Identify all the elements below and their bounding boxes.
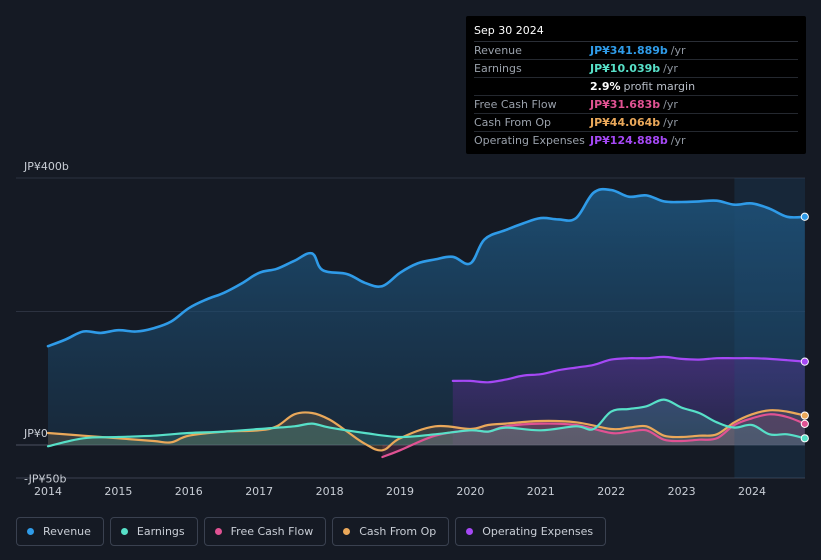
free-cash-flow-area	[382, 414, 805, 457]
tooltip-label	[474, 78, 590, 95]
tooltip-value: JP¥341.889b	[590, 44, 668, 57]
operating-expenses-end-dot	[800, 357, 809, 366]
forecast-shading	[734, 178, 805, 478]
tooltip-label: Revenue	[474, 44, 522, 57]
legend-label: Earnings	[136, 525, 185, 538]
x-tick-label: 2014	[34, 485, 62, 498]
tooltip-label: Free Cash Flow	[474, 98, 557, 111]
tooltip-label: Cash From Op	[474, 116, 552, 129]
tooltip-row: Cash From Op JP¥44.064b/yr	[474, 114, 798, 132]
tooltip-unit: profit margin	[623, 80, 696, 93]
legend-dot-icon	[120, 528, 128, 535]
tooltip-value: JP¥31.683b	[590, 98, 661, 111]
tooltip-unit: /yr	[663, 98, 678, 111]
tooltip-row: Earnings JP¥10.039b/yr	[474, 60, 798, 78]
x-tick-label: 2020	[456, 485, 484, 498]
y-tick-label: -JP¥50b	[24, 472, 66, 485]
x-tick-label: 2018	[316, 485, 344, 498]
tooltip-row: 2.9% profit margin	[474, 78, 798, 96]
series-areas	[48, 189, 805, 457]
tooltip-value: JP¥124.888b	[590, 134, 668, 147]
tooltip-row: Operating Expenses JP¥124.888b/yr	[474, 132, 798, 149]
legend-item-operating-expenses[interactable]: Operating Expenses	[455, 517, 607, 546]
legend-label: Revenue	[43, 525, 91, 538]
revenue-line	[46, 187, 807, 348]
x-tick-label: 2016	[175, 485, 203, 498]
legend-dot-icon	[27, 528, 34, 535]
tooltip-unit: /yr	[670, 44, 686, 57]
tooltip-unit: /yr	[663, 116, 678, 129]
x-tick-label: 2022	[597, 485, 625, 498]
y-tick-label: JP¥0	[23, 427, 48, 440]
earnings-end-dot	[800, 434, 809, 443]
tooltip-row: Revenue JP¥341.889b/yr	[474, 42, 798, 60]
legend-dot-icon	[343, 528, 351, 535]
tooltip-unit: /yr	[663, 62, 678, 75]
cash-from-op-area	[48, 410, 805, 451]
tooltip-row: Free Cash Flow JP¥31.683b/yr	[474, 96, 798, 114]
legend-item-cash-from-op[interactable]: Cash From Op	[332, 517, 450, 546]
legend-item-free-cash-flow[interactable]: Free Cash Flow	[203, 517, 327, 546]
tooltip-date: Sep 30 2024	[474, 22, 798, 42]
tooltip-label: Earnings	[474, 62, 522, 75]
x-tick-label: 2017	[245, 485, 273, 498]
tooltip-label: Operating Expenses	[474, 134, 585, 147]
free-cash-flow-end-dot	[800, 419, 809, 428]
legend: Revenue Earnings Free Cash Flow Cash From O…	[16, 517, 607, 546]
legend-label: Cash From Op	[359, 525, 437, 538]
operating-expenses-line	[451, 355, 806, 384]
x-tick-label: 2023	[668, 485, 696, 498]
x-tick-label: 2021	[527, 485, 555, 498]
x-tick-label: 2015	[104, 485, 132, 498]
revenue-end-dot	[800, 212, 809, 221]
x-tick-label: 2019	[386, 485, 414, 498]
earnings-area	[48, 399, 805, 447]
tooltip-value: 2.9%	[590, 80, 621, 93]
cash-from-op-end-dot	[800, 411, 809, 420]
tooltip-unit: /yr	[670, 134, 686, 147]
series-end-dots	[800, 212, 809, 443]
legend-label: Free Cash Flow	[230, 525, 314, 538]
forecast-region	[734, 178, 805, 478]
earnings-line	[46, 398, 806, 448]
y-tick-label: JP¥400b	[23, 160, 69, 173]
legend-item-revenue[interactable]: Revenue	[16, 517, 104, 546]
tooltip-panel: Sep 30 2024 Revenue JP¥341.889b/yr Earning…	[466, 16, 806, 154]
tooltip-value: JP¥10.039b	[590, 62, 661, 75]
legend-dot-icon	[214, 528, 222, 535]
legend-label: Operating Expenses	[482, 525, 594, 538]
x-tick-label: 2024	[738, 485, 766, 498]
legend-item-earnings[interactable]: Earnings	[109, 517, 198, 546]
series-lines	[46, 187, 807, 459]
tooltip-value: JP¥44.064b	[590, 116, 661, 129]
legend-dot-icon	[466, 528, 474, 535]
